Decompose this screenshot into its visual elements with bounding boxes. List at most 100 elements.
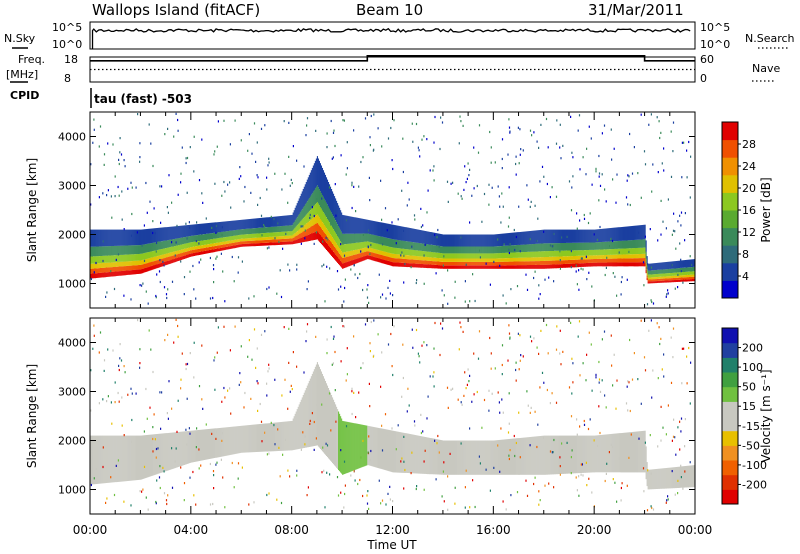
power-echo-cell <box>417 263 419 268</box>
power-echo-cell <box>640 247 642 254</box>
power-echo-cell <box>292 237 294 241</box>
power-scatter-cell <box>612 178 614 181</box>
power-echo-cell <box>164 261 166 266</box>
power-echo-cell <box>115 245 117 256</box>
power-echo-cell <box>172 255 174 260</box>
power-echo-cell <box>104 255 106 263</box>
power-echo-cell <box>108 246 110 256</box>
power-echo-cell <box>251 240 253 244</box>
power-echo-cell <box>428 231 430 245</box>
power-echo-cell <box>141 269 143 274</box>
power-echo-cell <box>551 264 553 269</box>
power-scatter-cell <box>421 138 423 141</box>
power-echo-cell <box>150 261 152 267</box>
power-echo-cell <box>421 264 423 268</box>
power-scatter-cell <box>159 259 161 262</box>
power-echo-cell <box>424 264 426 268</box>
power-echo-cell <box>276 216 278 227</box>
power-echo-cell <box>405 255 407 260</box>
power-scatter-cell <box>392 167 394 171</box>
power-scatter-cell <box>244 185 246 189</box>
power-echo-cell <box>148 258 150 263</box>
power-echo-cell <box>561 229 563 243</box>
power-echo-cell <box>377 221 379 236</box>
velocity-echo-cell <box>480 440 482 475</box>
power-echo-cell <box>118 266 120 272</box>
power-echo-cell <box>580 242 582 251</box>
power-scatter-cell <box>509 243 511 246</box>
power-echo-cell <box>204 234 207 241</box>
velocity-echo-cell <box>198 429 200 461</box>
velocity-echo-cell <box>395 431 397 473</box>
power-scatter-cell <box>180 181 182 184</box>
power-scatter-cell <box>256 141 258 144</box>
power-echo-cell <box>457 246 459 254</box>
power-echo-cell <box>639 225 641 240</box>
power-scatter-cell <box>167 211 169 214</box>
power-echo-cell <box>364 233 366 242</box>
power-echo-cell <box>533 244 535 252</box>
velocity-echo-cell <box>590 435 592 473</box>
power-echo-cell <box>486 253 488 259</box>
power-echo-cell <box>217 238 219 243</box>
velocity-echo-cell <box>297 406 299 450</box>
power-echo-cell <box>208 222 211 234</box>
velocity-echo-cell <box>337 409 339 469</box>
power-echo-cell <box>295 226 297 233</box>
power-echo-cell <box>548 251 550 257</box>
power-echo-cell <box>449 234 452 247</box>
power-echo-cell <box>237 235 239 240</box>
power-echo-cell <box>395 225 397 240</box>
power-scatter-cell <box>369 199 371 202</box>
power-echo-cell <box>272 239 274 243</box>
power-echo-cell <box>449 253 452 259</box>
power-echo-cell <box>320 165 323 193</box>
power-echo-cell <box>604 262 606 267</box>
power-echo-cell <box>568 256 571 260</box>
power-echo-cell <box>563 264 566 268</box>
power-echo-cell <box>220 232 222 238</box>
power-echo-cell <box>465 258 467 262</box>
power-echo-cell <box>319 219 321 227</box>
power-echo-cell <box>359 253 361 258</box>
power-echo-cell <box>288 225 290 232</box>
power-echo-cell <box>337 251 339 257</box>
velocity-echo-cell <box>424 437 426 474</box>
power-echo-cell <box>147 228 149 244</box>
power-echo-cell <box>376 235 378 244</box>
velocity-echo-cell <box>510 438 512 475</box>
power-echo-cell <box>297 200 299 216</box>
power-echo-cell <box>681 272 683 276</box>
power-echo-cell <box>366 241 368 248</box>
power-echo-cell <box>336 234 338 244</box>
power-echo-cell <box>677 275 679 278</box>
power-echo-cell <box>422 243 424 251</box>
power-echo-cell <box>521 265 523 269</box>
power-echo-cell <box>445 253 448 259</box>
power-echo-cell <box>222 241 224 245</box>
velocity-echo-cell <box>579 435 581 474</box>
power-echo-cell <box>233 230 235 236</box>
power-echo-cell <box>129 254 131 262</box>
power-echo-cell <box>230 236 232 241</box>
power-echo-cell <box>570 256 573 260</box>
power-echo-cell <box>540 261 542 265</box>
power-echo-cell <box>582 259 584 264</box>
power-echo-cell <box>105 246 107 256</box>
power-echo-cell <box>385 223 387 238</box>
power-echo-cell <box>598 262 600 267</box>
power-echo-cell <box>433 232 435 246</box>
power-scatter-cell <box>120 153 123 156</box>
power-scatter-cell <box>652 302 655 305</box>
power-scatter-cell <box>442 264 444 267</box>
power-echo-cell <box>343 257 345 263</box>
power-echo-cell <box>319 163 321 192</box>
power-echo-cell <box>348 216 350 234</box>
power-echo-cell <box>125 261 127 267</box>
power-echo-cell <box>491 265 493 269</box>
power-scatter-cell <box>229 181 231 184</box>
power-echo-cell <box>134 229 136 246</box>
power-echo-cell <box>528 244 530 252</box>
power-echo-cell <box>311 233 313 241</box>
power-echo-cell <box>666 276 668 279</box>
